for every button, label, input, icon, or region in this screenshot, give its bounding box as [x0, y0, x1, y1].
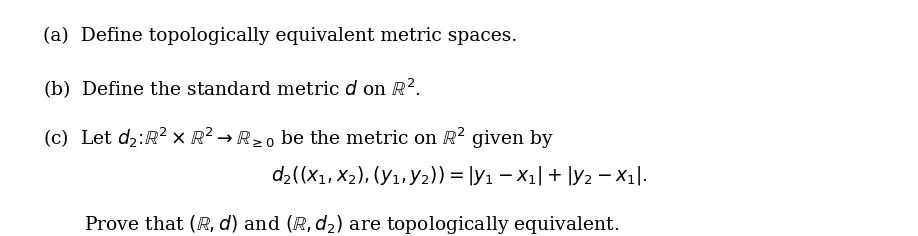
Text: (b)  Define the standard metric $d$ on $\mathbb{R}^2$.: (b) Define the standard metric $d$ on $\…	[42, 76, 420, 101]
Text: $d_2((x_1, x_2),(y_1, y_2)) = |y_1 - x_1| + |y_2 - x_1|.$: $d_2((x_1, x_2),(y_1, y_2)) = |y_1 - x_1…	[271, 164, 647, 187]
Text: (c)  Let $d_2\colon \mathbb{R}^2 \times \mathbb{R}^2 \to \mathbb{R}_{\geq 0}$ be: (c) Let $d_2\colon \mathbb{R}^2 \times \…	[42, 126, 554, 151]
Text: (a)  Define topologically equivalent metric spaces.: (a) Define topologically equivalent metr…	[42, 27, 517, 45]
Text: Prove that $(\mathbb{R}, d)$ and $(\mathbb{R}, d_2)$ are topologically equivalen: Prove that $(\mathbb{R}, d)$ and $(\math…	[84, 213, 620, 236]
